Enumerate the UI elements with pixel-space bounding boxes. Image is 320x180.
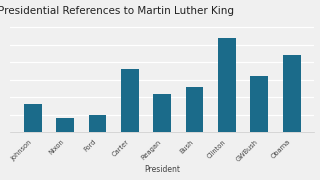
X-axis label: President: President [144, 165, 180, 174]
Bar [251, 76, 268, 132]
Bar [89, 115, 106, 132]
Bar [56, 118, 74, 132]
Bar [283, 55, 300, 132]
Bar [153, 94, 171, 132]
Bar [218, 38, 236, 132]
Bar [121, 69, 139, 132]
Text: Presidential References to Martin Luther King: Presidential References to Martin Luther… [0, 6, 234, 15]
Bar [186, 87, 204, 132]
Bar [24, 104, 42, 132]
